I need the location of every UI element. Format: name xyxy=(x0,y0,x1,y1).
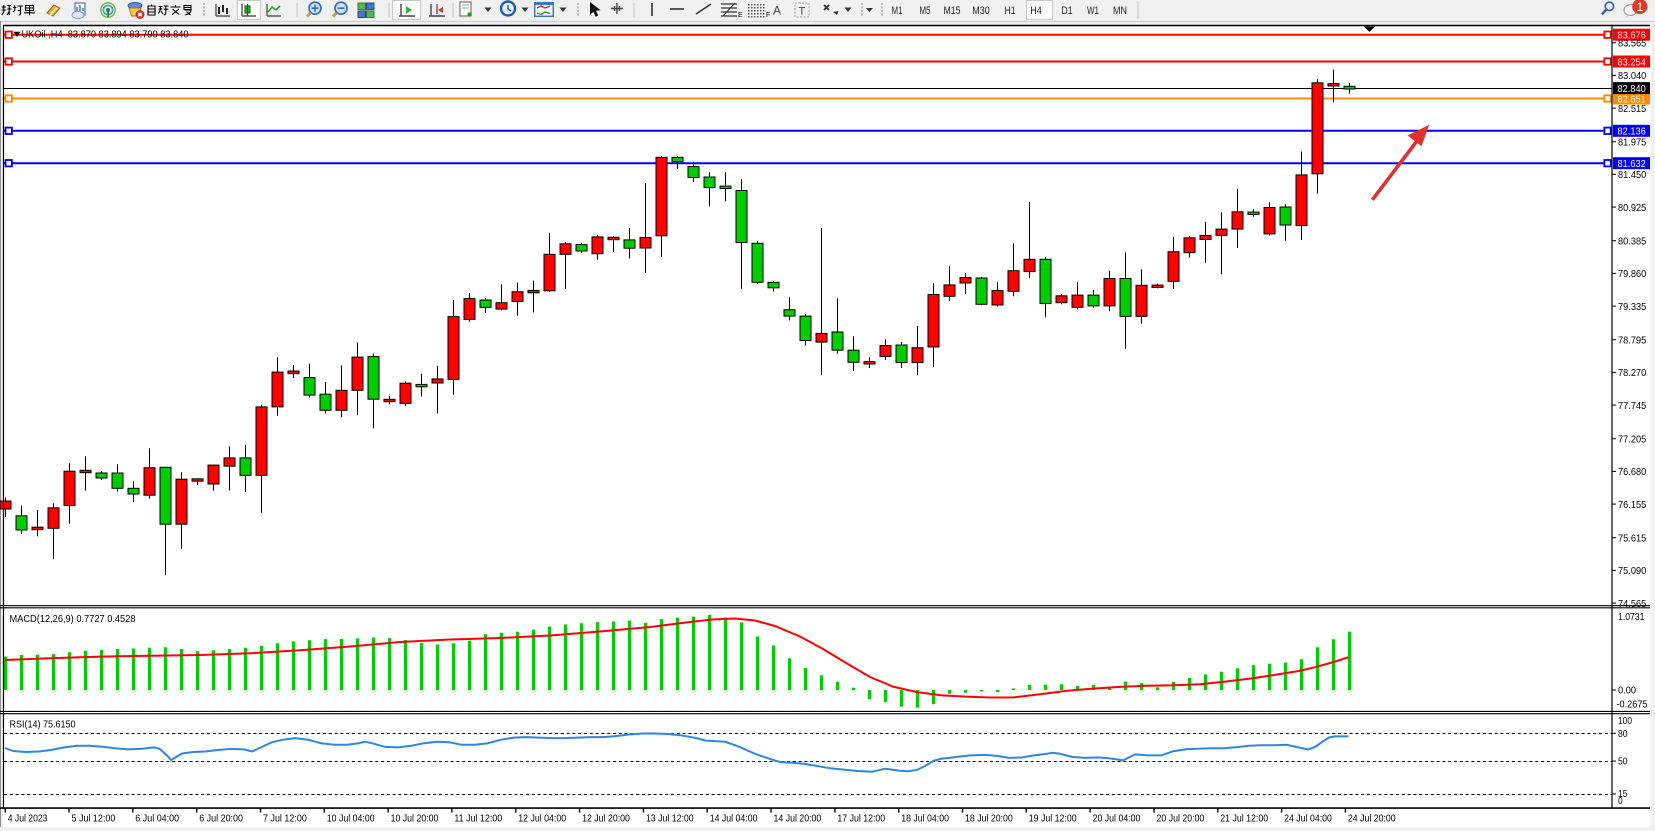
svg-text:H1: H1 xyxy=(1005,5,1016,17)
svg-text:77.205: 77.205 xyxy=(1618,434,1646,446)
svg-text:50: 50 xyxy=(1618,756,1628,768)
svg-text:81.632: 81.632 xyxy=(1618,158,1646,170)
svg-text:4 Jul 2023: 4 Jul 2023 xyxy=(8,813,48,825)
svg-text:20 Jul 20:00: 20 Jul 20:00 xyxy=(1157,813,1205,825)
svg-text:-0.2675: -0.2675 xyxy=(1617,699,1648,711)
svg-text:78.270: 78.270 xyxy=(1618,367,1646,379)
svg-text:14 Jul 04:00: 14 Jul 04:00 xyxy=(710,813,758,825)
svg-text:D1: D1 xyxy=(1062,5,1073,17)
svg-text:82.136: 82.136 xyxy=(1618,126,1646,138)
svg-text:A: A xyxy=(773,4,781,18)
svg-text:18 Jul 04:00: 18 Jul 04:00 xyxy=(901,813,949,825)
svg-text:24 Jul 04:00: 24 Jul 04:00 xyxy=(1284,813,1332,825)
svg-text:76.155: 76.155 xyxy=(1618,499,1646,511)
svg-text:0.00: 0.00 xyxy=(1618,685,1636,697)
svg-text:21 Jul 12:00: 21 Jul 12:00 xyxy=(1220,813,1268,825)
svg-text:5 Jul 12:00: 5 Jul 12:00 xyxy=(72,813,116,825)
svg-text:1.0731: 1.0731 xyxy=(1618,611,1645,623)
svg-text:H4: H4 xyxy=(1030,5,1042,17)
svg-text:80: 80 xyxy=(1618,728,1628,740)
svg-text:19 Jul 12:00: 19 Jul 12:00 xyxy=(1029,813,1077,825)
svg-text:74.565: 74.565 xyxy=(1618,598,1646,610)
svg-text:T: T xyxy=(799,6,806,18)
svg-text:80.925: 80.925 xyxy=(1618,202,1646,214)
svg-text:0: 0 xyxy=(1618,795,1623,807)
svg-text:MN: MN xyxy=(1113,5,1127,17)
svg-text:F: F xyxy=(766,12,770,19)
svg-text:81.975: 81.975 xyxy=(1618,137,1646,149)
svg-text:M1: M1 xyxy=(892,5,903,17)
svg-text:24 Jul 20:00: 24 Jul 20:00 xyxy=(1348,813,1396,825)
svg-text:82.515: 82.515 xyxy=(1618,103,1646,115)
svg-text:100: 100 xyxy=(1618,715,1632,727)
svg-text:83.676: 83.676 xyxy=(1618,30,1646,42)
svg-text:83.565: 83.565 xyxy=(1618,38,1646,50)
svg-text:12 Jul 04:00: 12 Jul 04:00 xyxy=(518,813,566,825)
svg-text:6 Jul 20:00: 6 Jul 20:00 xyxy=(199,813,243,825)
svg-text:W1: W1 xyxy=(1087,5,1099,17)
svg-text:M30: M30 xyxy=(972,5,990,17)
svg-text:13 Jul 12:00: 13 Jul 12:00 xyxy=(646,813,694,825)
svg-text:10 Jul 04:00: 10 Jul 04:00 xyxy=(327,813,375,825)
svg-text:75.615: 75.615 xyxy=(1618,533,1646,545)
svg-text:UKOil ,H4 83.870 83.894 83.79: UKOil ,H4 83.870 83.894 83.790 83.840 xyxy=(22,28,189,40)
svg-text:11 Jul 12:00: 11 Jul 12:00 xyxy=(454,813,502,825)
svg-text:17 Jul 12:00: 17 Jul 12:00 xyxy=(837,813,885,825)
svg-text:M15: M15 xyxy=(944,5,961,17)
svg-text:14 Jul 20:00: 14 Jul 20:00 xyxy=(774,813,822,825)
svg-text:82.651: 82.651 xyxy=(1618,93,1646,105)
svg-text:81.450: 81.450 xyxy=(1618,169,1646,181)
svg-text:79.335: 79.335 xyxy=(1618,301,1646,313)
svg-text:82.840: 82.840 xyxy=(1618,83,1646,95)
svg-text:83.254: 83.254 xyxy=(1618,56,1646,68)
svg-text:10 Jul 20:00: 10 Jul 20:00 xyxy=(391,813,439,825)
svg-text:15: 15 xyxy=(1618,788,1628,800)
svg-text:RSI(14) 75.6150: RSI(14) 75.6150 xyxy=(10,719,76,731)
svg-text:83.040: 83.040 xyxy=(1618,70,1646,82)
svg-text:79.860: 79.860 xyxy=(1618,268,1646,280)
svg-text:6 Jul 04:00: 6 Jul 04:00 xyxy=(135,813,179,825)
svg-text:M5: M5 xyxy=(920,5,931,17)
svg-text:77.745: 77.745 xyxy=(1618,400,1646,412)
svg-text:78.795: 78.795 xyxy=(1618,335,1646,347)
svg-text:MACD(12,26,9) 0.7727 0.4528: MACD(12,26,9) 0.7727 0.4528 xyxy=(10,613,136,625)
svg-text:1: 1 xyxy=(1636,0,1643,14)
svg-text:76.680: 76.680 xyxy=(1618,466,1646,478)
svg-text:7 Jul 12:00: 7 Jul 12:00 xyxy=(263,813,307,825)
svg-text:20 Jul 04:00: 20 Jul 04:00 xyxy=(1093,813,1141,825)
svg-text:E: E xyxy=(738,12,743,19)
svg-text:12 Jul 20:00: 12 Jul 20:00 xyxy=(582,813,630,825)
svg-text:75.090: 75.090 xyxy=(1618,565,1646,577)
svg-text:18 Jul 20:00: 18 Jul 20:00 xyxy=(965,813,1013,825)
svg-text:80.385: 80.385 xyxy=(1618,236,1646,248)
